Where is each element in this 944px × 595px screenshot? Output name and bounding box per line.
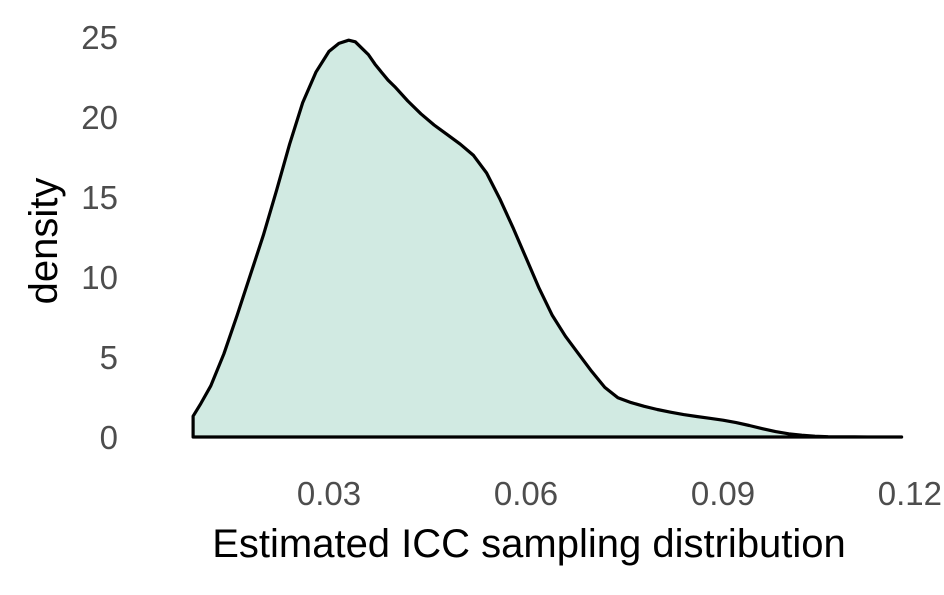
density-curve-line (191, 38, 904, 439)
y-tick-label: 10 (81, 259, 118, 296)
y-tick-label: 0 (100, 419, 118, 456)
x-tick-label: 0.06 (494, 475, 558, 512)
plot-area (191, 38, 904, 439)
y-axis-ticks: 0 5 10 15 20 25 (81, 19, 118, 456)
x-tick-label: 0.09 (691, 475, 755, 512)
x-tick-label: 0.12 (878, 475, 942, 512)
y-axis-title: density (22, 178, 66, 305)
y-tick-label: 20 (81, 99, 118, 136)
y-tick-label: 5 (100, 339, 118, 376)
x-axis-title: Estimated ICC sampling distribution (212, 522, 846, 566)
x-tick-label: 0.03 (297, 475, 361, 512)
density-area-fill (193, 40, 902, 437)
x-axis-ticks: 0.03 0.06 0.09 0.12 (297, 475, 942, 512)
y-tick-label: 15 (81, 179, 118, 216)
y-tick-label: 25 (81, 19, 118, 56)
